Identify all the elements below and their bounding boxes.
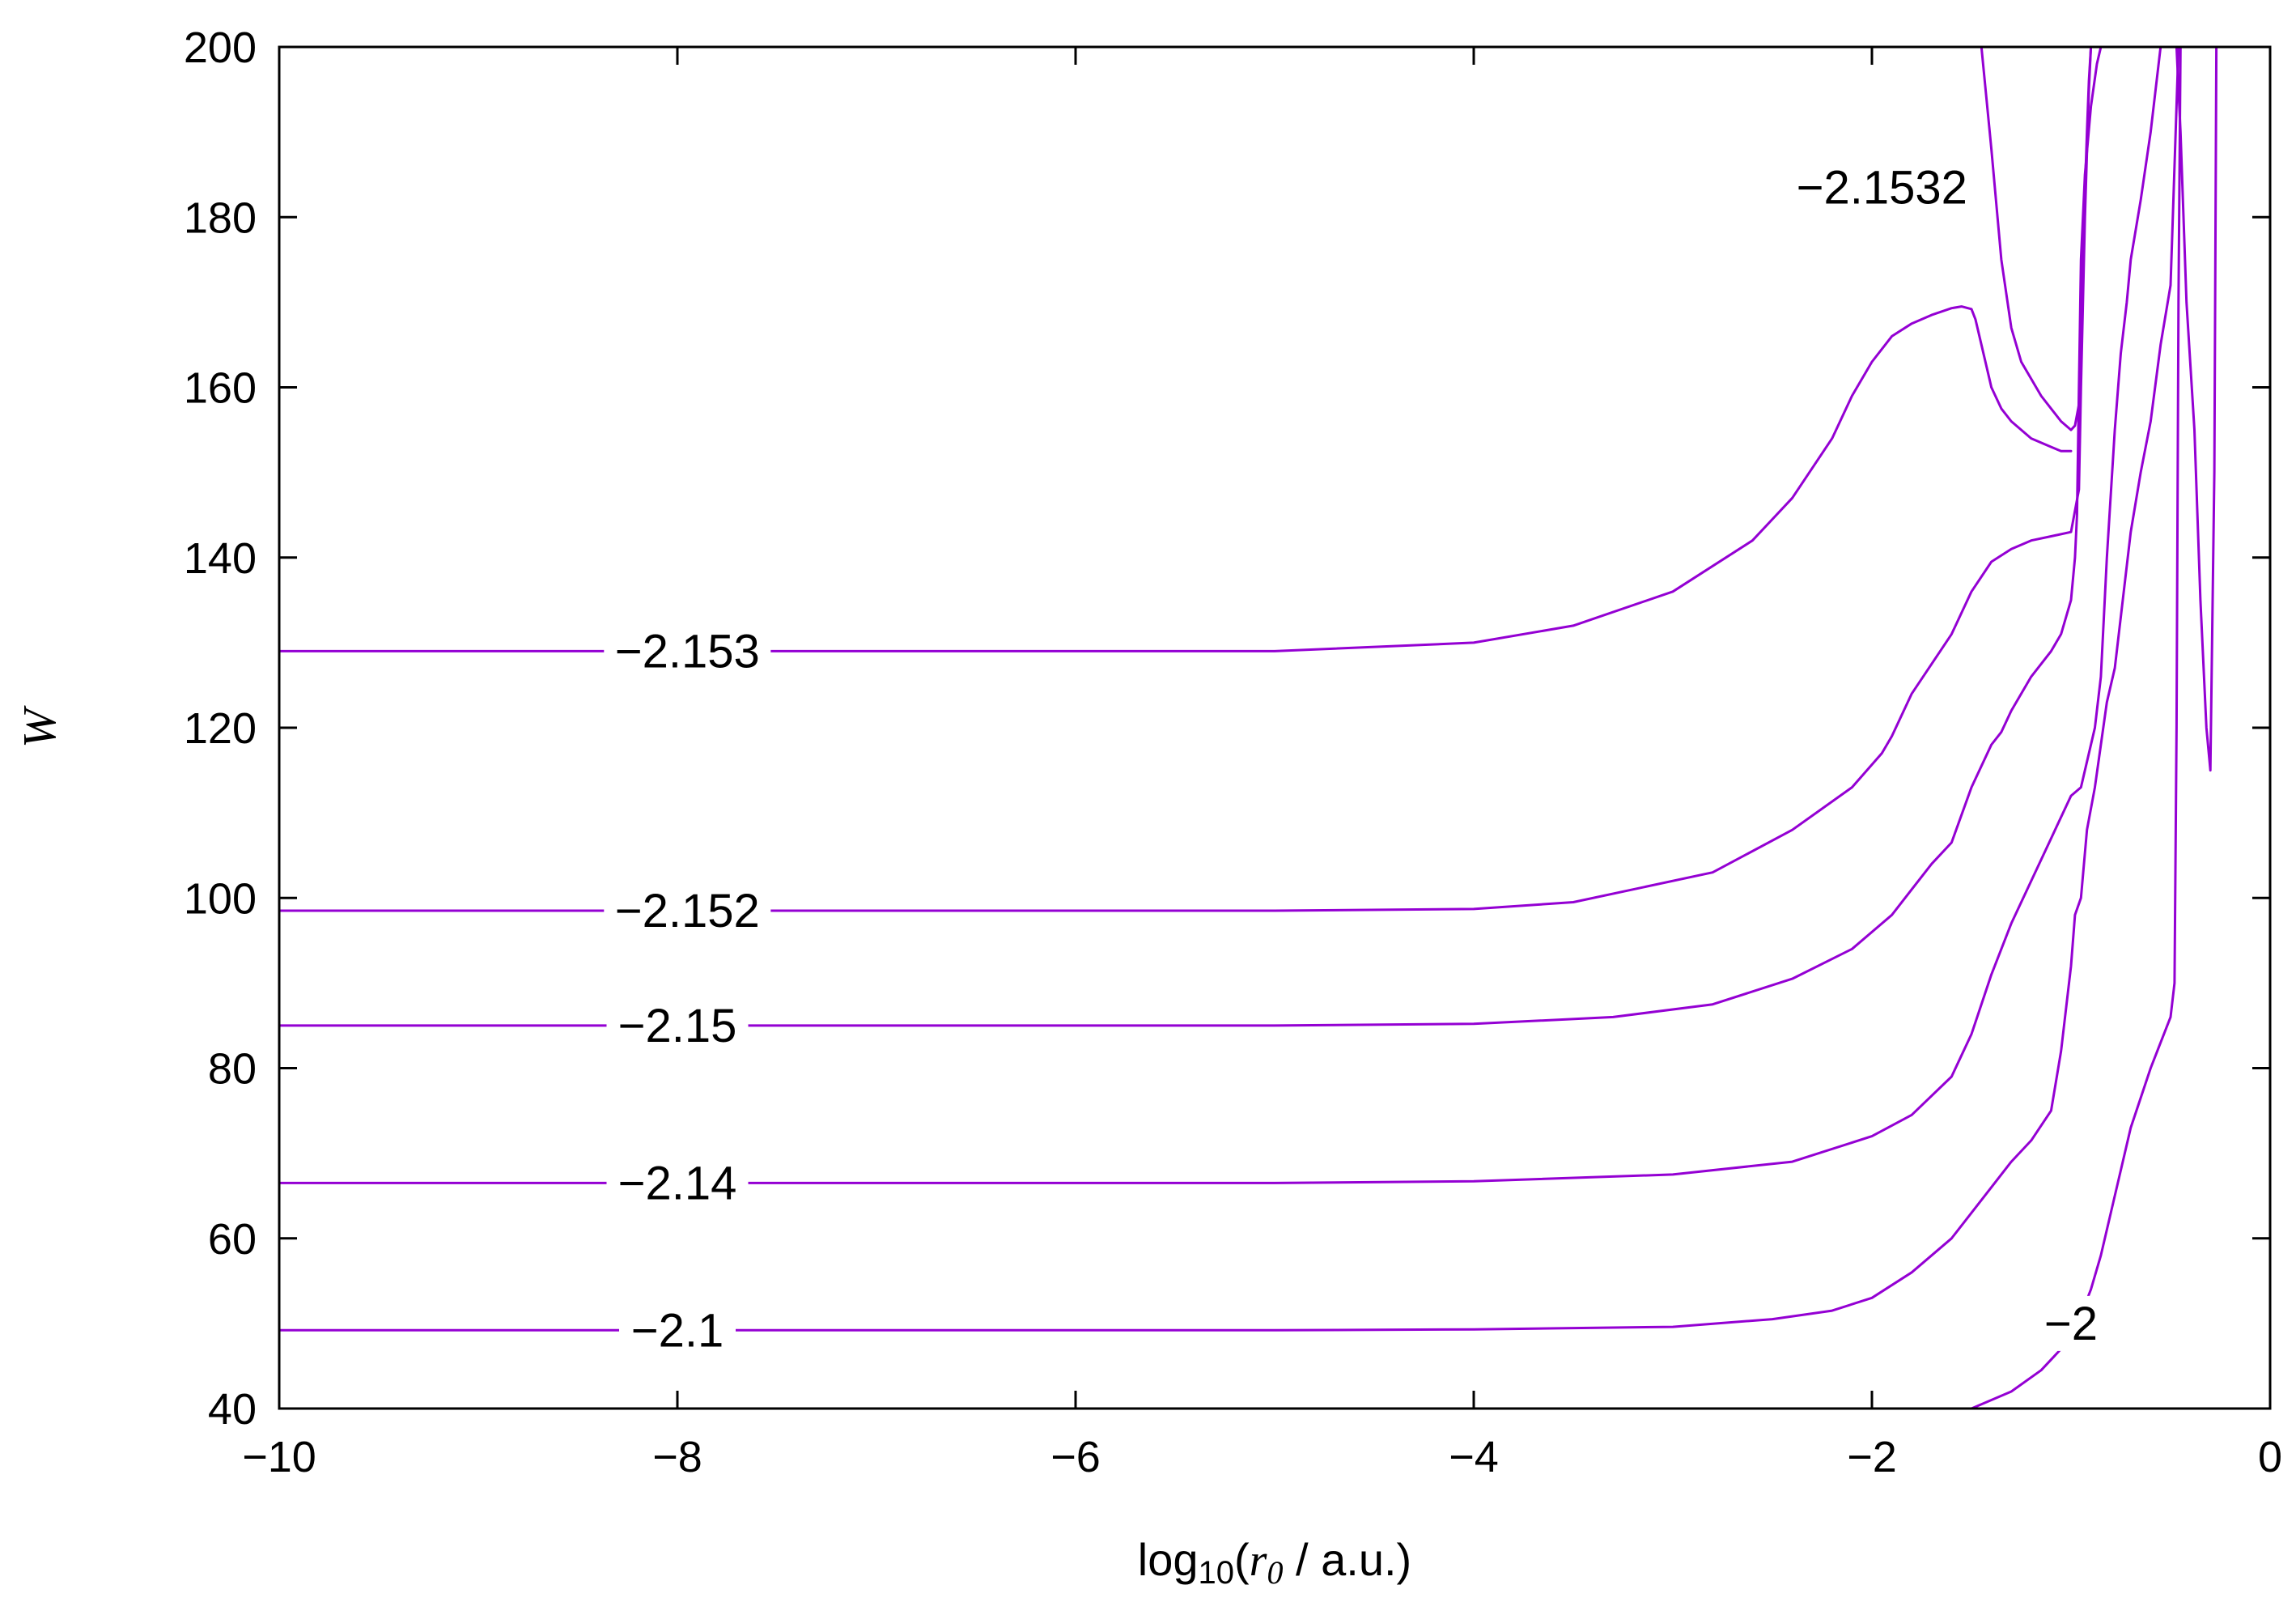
y-tick-label-5: 140: [184, 534, 257, 583]
contour-line-6: [1970, 47, 2182, 1409]
contour-label-5: −2.1: [631, 1304, 724, 1357]
x-axis-label: log10(r0 / a.u.): [1138, 1534, 1411, 1591]
contour-label-background-3: [606, 997, 749, 1053]
y-tick-label-2: 80: [208, 1045, 257, 1094]
x-tick-label-2: −6: [1050, 1433, 1101, 1481]
contour-label-background-1: [1785, 159, 1978, 215]
contour-label-1: −2.1532: [1797, 161, 1967, 214]
contour-label-background-4: [606, 1155, 749, 1211]
y-tick-label-6: 160: [184, 364, 257, 413]
y-tick-label-3: 100: [184, 874, 257, 923]
contour-line-3: [279, 47, 2103, 1027]
contour-label-4: −2.14: [618, 1157, 737, 1209]
contour-label-2: −2.152: [615, 885, 760, 937]
contour-label-6: −2: [2044, 1298, 2098, 1350]
x-tick-label-0: −10: [242, 1433, 316, 1481]
contour-line-2: [279, 47, 2093, 912]
y-tick-label-0: 40: [208, 1385, 257, 1434]
contour-line-7: [2175, 47, 2218, 772]
contour-label-background-5: [619, 1302, 736, 1358]
tick-labels: −10 −8 −6 −4 −2 0 40 60 80 100 120 140 160 180 200: [184, 23, 2282, 1481]
contour-label-background-0: [604, 623, 771, 679]
x-tick-label-5: 0: [2258, 1433, 2282, 1481]
y-tick-label-8: 200: [184, 23, 257, 72]
y-axis-label: W: [13, 705, 66, 748]
x-tick-label-1: −8: [652, 1433, 702, 1481]
contour-label-3: −2.15: [618, 1000, 737, 1052]
contour-line-0: [279, 305, 2073, 652]
contour-line-4: [279, 47, 2162, 1184]
y-tick-label-7: 180: [184, 193, 257, 242]
x-tick-label-4: −2: [1847, 1433, 1897, 1481]
contour-label-0: −2.153: [615, 625, 760, 678]
contour-line-5: [279, 47, 2180, 1332]
contour-label-background-2: [604, 883, 771, 939]
y-tick-label-4: 120: [184, 704, 257, 753]
y-tick-label-1: 60: [208, 1215, 257, 1264]
axes: [278, 45, 2272, 1410]
x-tick-label-3: −4: [1449, 1433, 1499, 1481]
contour-labels: −2.153 −2.1532 −2.152 −2.15 −2.14 −2.1 −2: [604, 159, 2104, 1358]
contour-lines: [279, 47, 2218, 1409]
contour-label-background-6: [2038, 1295, 2104, 1351]
